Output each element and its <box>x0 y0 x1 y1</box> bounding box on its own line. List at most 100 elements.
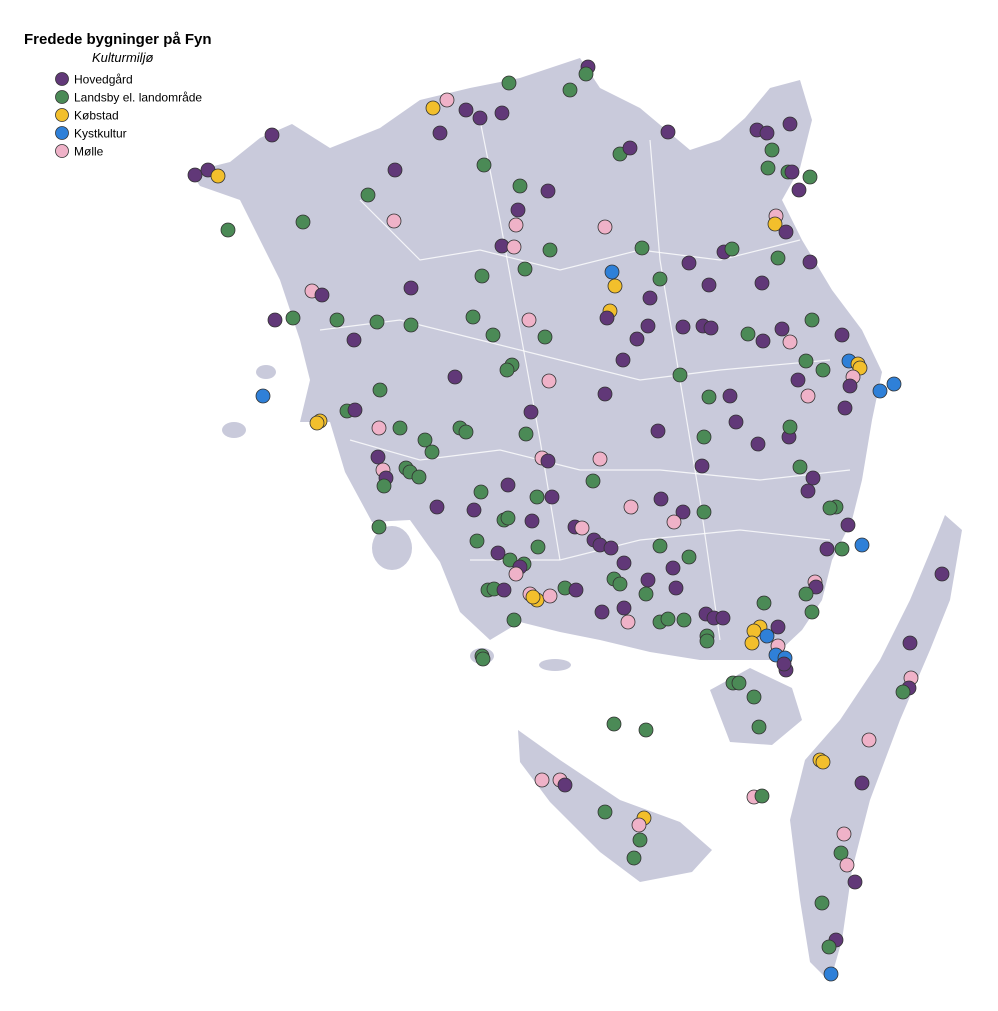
legend-swatch <box>55 90 69 104</box>
border <box>319 319 831 381</box>
site <box>834 541 850 557</box>
aeroe <box>518 730 712 882</box>
site <box>603 540 619 556</box>
site <box>696 504 712 520</box>
site <box>791 182 807 198</box>
site <box>512 178 528 194</box>
site <box>815 362 831 378</box>
site <box>675 319 691 335</box>
site <box>597 219 613 235</box>
site <box>499 362 515 378</box>
site <box>660 124 676 140</box>
site <box>784 164 800 180</box>
site <box>458 424 474 440</box>
site <box>544 489 560 505</box>
site <box>802 254 818 270</box>
legend-label: Kystkultur <box>74 127 127 141</box>
site <box>754 788 770 804</box>
site <box>474 268 490 284</box>
site <box>392 420 408 436</box>
site <box>764 142 780 158</box>
legend-swatch <box>55 108 69 122</box>
langeland <box>790 515 962 982</box>
site <box>740 326 756 342</box>
site <box>821 939 837 955</box>
site <box>411 469 427 485</box>
site <box>703 320 719 336</box>
site <box>475 651 491 667</box>
site <box>750 436 766 452</box>
site <box>638 586 654 602</box>
site <box>676 612 692 628</box>
site <box>701 389 717 405</box>
site <box>623 499 639 515</box>
site <box>432 125 448 141</box>
site <box>309 415 325 431</box>
site <box>371 519 387 535</box>
site <box>521 312 537 328</box>
site <box>652 271 668 287</box>
border <box>349 439 851 481</box>
site <box>668 580 684 596</box>
site <box>731 675 747 691</box>
site <box>518 426 534 442</box>
site <box>376 478 392 494</box>
site <box>220 222 236 238</box>
site <box>782 419 798 435</box>
border <box>479 119 561 561</box>
site <box>510 202 526 218</box>
site <box>472 110 488 126</box>
site <box>629 331 645 347</box>
site <box>819 541 835 557</box>
map-subtitle: Kulturmiljø <box>92 50 153 65</box>
site <box>585 473 601 489</box>
site <box>387 162 403 178</box>
site <box>632 832 648 848</box>
site <box>886 376 902 392</box>
site <box>782 334 798 350</box>
site <box>681 255 697 271</box>
site <box>770 619 786 635</box>
site <box>836 826 852 842</box>
site <box>371 420 387 436</box>
site <box>429 499 445 515</box>
site <box>802 169 818 185</box>
site <box>675 504 691 520</box>
site <box>500 477 516 493</box>
site <box>597 386 613 402</box>
islet <box>222 422 246 438</box>
site <box>631 817 647 833</box>
site <box>490 545 506 561</box>
site <box>607 278 623 294</box>
site <box>798 353 814 369</box>
site <box>626 850 642 866</box>
site <box>403 317 419 333</box>
site <box>285 310 301 326</box>
site <box>755 333 771 349</box>
site <box>525 589 541 605</box>
site <box>439 92 455 108</box>
site <box>834 327 850 343</box>
site <box>425 100 441 116</box>
site <box>347 402 363 418</box>
site <box>562 82 578 98</box>
site <box>744 635 760 651</box>
site <box>540 183 556 199</box>
site <box>469 533 485 549</box>
site <box>840 517 856 533</box>
site <box>790 372 806 388</box>
site <box>267 312 283 328</box>
site <box>517 261 533 277</box>
site <box>255 388 271 404</box>
site <box>494 105 510 121</box>
site <box>759 125 775 141</box>
site <box>681 549 697 565</box>
map-title: Fredede bygninger på Fyn <box>24 31 212 48</box>
border <box>359 199 801 271</box>
site <box>557 777 573 793</box>
site <box>902 635 918 651</box>
site <box>722 388 738 404</box>
site <box>314 287 330 303</box>
site <box>823 966 839 982</box>
site <box>640 572 656 588</box>
